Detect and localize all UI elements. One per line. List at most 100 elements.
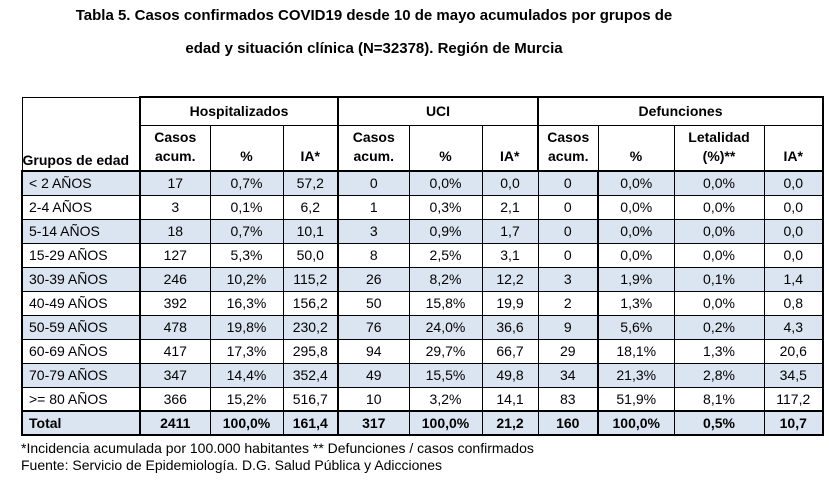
value-cell: 36,6 [481, 314, 539, 340]
value-cell: 83 [537, 386, 599, 412]
value-cell: 15,2% [209, 386, 284, 412]
value-cell: 76 [337, 314, 410, 340]
value-cell: 3 [337, 218, 410, 244]
col-header-def-casos-acum: Casos acum. [537, 124, 599, 172]
table-title-line2: edad y situación clínica (N=32378). Regi… [185, 40, 563, 57]
value-cell: 0,0% [597, 242, 675, 268]
value-cell: 34 [537, 362, 599, 388]
document-page: Tabla 5. Casos confirmados COVID19 desde… [0, 0, 829, 474]
value-cell: 160 [537, 410, 599, 436]
col-header-def-ia: IA* [763, 124, 824, 172]
value-cell: 0,5% [673, 410, 765, 436]
value-cell: 10,1 [282, 218, 339, 244]
table-title-line1: Tabla 5. Casos confirmados COVID19 desde… [75, 7, 673, 24]
value-cell: 3 [139, 194, 211, 220]
value-cell: 0,0 [763, 242, 824, 268]
value-cell: 34,5 [763, 362, 824, 388]
value-cell: 417 [139, 338, 211, 364]
value-cell: 478 [139, 314, 211, 340]
value-cell: 1,3% [597, 290, 675, 316]
group-header-row: Grupos de edad Hospitalizados UCI Defunc… [21, 96, 824, 172]
value-cell: 0,0% [673, 290, 765, 316]
value-cell: 2 [537, 290, 599, 316]
table-body: < 2 AÑOS 17 0,7% 57,2 0 0,0% 0,0 0 0,0% 0,0% 0,0 2-… [21, 170, 824, 436]
group-header-defunciones: Defunciones [537, 96, 824, 126]
value-cell: 0,0% [408, 170, 483, 196]
column-header-row: Casos acum. % IA* Casos acum. % IA* Caso… [22, 124, 824, 172]
value-cell: 156,2 [282, 290, 339, 316]
value-cell: 15,8% [408, 290, 483, 316]
value-cell: 0,8 [763, 290, 824, 316]
value-cell: 10,2% [209, 266, 284, 292]
value-cell: 0,0% [673, 218, 765, 244]
col-header-def-pct: % [597, 124, 675, 172]
value-cell: 15,5% [408, 362, 483, 388]
total-row: Total 2411 100,0% 161,4 317 100,0% 21,2 160 100,… [21, 410, 824, 436]
value-cell: 2,1 [481, 194, 539, 220]
age-group-cell: >= 80 AÑOS [21, 386, 141, 412]
value-cell: 295,8 [282, 338, 339, 364]
value-cell: 29 [537, 338, 599, 364]
col-header-hosp-ia: IA* [282, 124, 339, 172]
value-cell: 0,0% [597, 170, 675, 196]
value-cell: 516,7 [282, 386, 339, 412]
age-group-cell: 30-39 AÑOS [21, 266, 141, 292]
covid-cases-table: Grupos de edad Hospitalizados UCI Defunc… [21, 96, 824, 436]
value-cell: 8,2% [408, 266, 483, 292]
group-header-uci: UCI [337, 96, 539, 126]
age-group-cell: 40-49 AÑOS [21, 290, 141, 316]
value-cell: 366 [139, 386, 211, 412]
value-cell: 100,0% [408, 410, 483, 436]
value-cell: 51,9% [597, 386, 675, 412]
value-cell: 3,2% [408, 386, 483, 412]
value-cell: 0,1% [673, 266, 765, 292]
age-group-cell: 70-79 AÑOS [21, 362, 141, 388]
value-cell: 0,0% [673, 170, 765, 196]
value-cell: 392 [139, 290, 211, 316]
footnote-incidencia: *Incidencia acumulada por 100.000 habita… [21, 440, 534, 456]
value-cell: 0,0% [597, 218, 675, 244]
value-cell: 0,2% [673, 314, 765, 340]
footnotes: *Incidencia acumulada por 100.000 habita… [21, 440, 829, 474]
value-cell: 12,2 [481, 266, 539, 292]
col-header-hosp-casos-acum: Casos acum. [139, 124, 211, 172]
value-cell: 19,8% [209, 314, 284, 340]
value-cell: 49 [337, 362, 410, 388]
value-cell: 8,1% [673, 386, 765, 412]
table-row: 2-4 AÑOS 3 0,1% 6,2 1 0,3% 2,1 0 0,0% 0,0% 0,0 [21, 194, 824, 220]
value-cell: 0,0% [673, 194, 765, 220]
value-cell: 2411 [139, 410, 211, 436]
value-cell: 66,7 [481, 338, 539, 364]
value-cell: 21,3% [597, 362, 675, 388]
value-cell: 0,3% [408, 194, 483, 220]
value-cell: 3 [537, 266, 599, 292]
value-cell: 0 [337, 170, 410, 196]
value-cell: 161,4 [282, 410, 339, 436]
value-cell: 94 [337, 338, 410, 364]
age-group-cell: 15-29 AÑOS [21, 242, 141, 268]
age-group-cell: 2-4 AÑOS [21, 194, 141, 220]
footnote-fuente: Fuente: Servicio de Epidemiología. D.G. … [21, 457, 443, 473]
value-cell: 0 [537, 170, 599, 196]
value-cell: 20,6 [763, 338, 824, 364]
value-cell: 246 [139, 266, 211, 292]
value-cell: 10,7 [763, 410, 824, 436]
col-header-uci-pct: % [408, 124, 483, 172]
value-cell: 1,7 [481, 218, 539, 244]
table-row: >= 80 AÑOS 366 15,2% 516,7 10 3,2% 14,1 83 51,9%… [21, 386, 824, 412]
value-cell: 49,8 [481, 362, 539, 388]
total-label-cell: Total [21, 410, 141, 436]
value-cell: 317 [337, 410, 410, 436]
age-group-cell: 5-14 AÑOS [21, 218, 141, 244]
value-cell: 19,9 [481, 290, 539, 316]
value-cell: 18,1% [597, 338, 675, 364]
table-title: Tabla 5. Casos confirmados COVID19 desde… [0, 0, 748, 59]
col-header-hosp-pct: % [209, 124, 284, 172]
table-row: 15-29 AÑOS 127 5,3% 50,0 8 2,5% 3,1 0 0,0% 0,0% 0,… [21, 242, 824, 268]
value-cell: 0,9% [408, 218, 483, 244]
group-header-hospitalizados: Hospitalizados [139, 96, 339, 126]
value-cell: 18 [139, 218, 211, 244]
value-cell: 1,3% [673, 338, 765, 364]
value-cell: 24,0% [408, 314, 483, 340]
value-cell: 0,0% [673, 242, 765, 268]
